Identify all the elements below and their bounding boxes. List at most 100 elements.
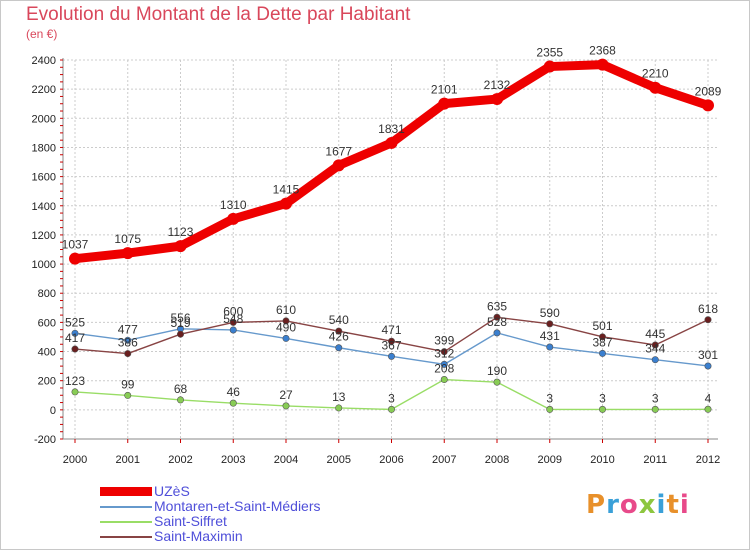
data-label: 1075 — [114, 232, 141, 246]
legend-label-uzes: UZèS — [154, 483, 190, 499]
data-point — [229, 326, 237, 334]
data-label: 2368 — [589, 44, 616, 58]
data-point — [704, 362, 712, 370]
y-tick-label: 400 — [38, 347, 56, 359]
y-tick-label: 1800 — [32, 142, 56, 154]
data-point — [282, 402, 290, 410]
data-label: 445 — [645, 327, 665, 341]
x-tick-label: 2008 — [485, 454, 509, 466]
legend-label-saint-maximin: Saint-Maximin — [154, 528, 243, 544]
legend-swatch-saint-siffret — [100, 520, 152, 523]
data-point — [282, 317, 290, 325]
y-tick-label: 800 — [38, 288, 56, 300]
y-tick-label: 2000 — [32, 113, 56, 125]
data-label: 490 — [276, 320, 296, 334]
y-tick-label: 200 — [38, 376, 56, 388]
data-point — [227, 212, 240, 225]
data-point — [177, 330, 185, 338]
x-tick-label: 2002 — [168, 454, 192, 466]
data-label: 528 — [487, 315, 507, 329]
data-point — [387, 352, 395, 360]
series-3 — [71, 313, 712, 358]
data-label: 123 — [65, 374, 85, 388]
data-label: 1677 — [325, 144, 352, 158]
data-label: 367 — [381, 338, 401, 352]
data-labels: 1037 1075 1123 1310 1415 1677 1831 2101 2132 2355… — [62, 44, 722, 406]
data-point — [387, 405, 395, 413]
data-point — [124, 336, 132, 344]
y-tick-label: 600 — [38, 317, 56, 329]
legend-item-uzes: UZèS — [100, 484, 321, 499]
data-label: 208 — [434, 362, 454, 376]
data-label: 610 — [276, 303, 296, 317]
data-label: 2089 — [695, 84, 722, 98]
data-label: 312 — [434, 346, 454, 360]
data-label: 600 — [223, 304, 243, 318]
data-label: 344 — [645, 342, 665, 356]
data-point — [280, 197, 292, 210]
data-label: 68 — [174, 382, 188, 396]
legend-label-saint-siffret: Saint-Siffret — [154, 513, 227, 529]
data-point — [335, 404, 343, 412]
data-point — [177, 396, 185, 404]
data-label: 2132 — [484, 78, 511, 92]
data-point — [124, 391, 132, 399]
data-label: 501 — [592, 319, 612, 333]
data-label: 477 — [118, 322, 138, 336]
data-point — [598, 405, 606, 413]
data-label: 1831 — [378, 122, 405, 136]
data-label: 1415 — [273, 183, 300, 197]
data-label: 2355 — [536, 46, 563, 60]
data-label: 4 — [705, 391, 712, 405]
series-2 — [71, 376, 712, 413]
x-tick-label: 2010 — [590, 454, 614, 466]
data-point — [438, 97, 451, 110]
y-tick-label: 2200 — [32, 84, 56, 96]
data-point — [71, 345, 79, 353]
data-label: 2210 — [642, 67, 669, 81]
data-point — [546, 343, 554, 351]
proxiti-logo: Proxiti — [586, 490, 690, 520]
chart-subtitle: (en €) — [26, 27, 58, 41]
data-point — [651, 341, 659, 349]
data-point — [229, 399, 237, 407]
data-label: 635 — [487, 299, 507, 313]
x-tick-label: 2011 — [643, 454, 667, 466]
data-label: 399 — [434, 334, 454, 348]
data-point — [493, 329, 501, 337]
data-point — [332, 159, 345, 172]
chart-title: Evolution du Montant de la Dette par Hab… — [26, 4, 411, 25]
data-label: 386 — [118, 336, 138, 350]
x-tick-label: 2009 — [538, 454, 562, 466]
data-label: 3 — [388, 391, 395, 405]
data-label: 548 — [223, 312, 243, 326]
data-point — [121, 247, 134, 260]
data-label: 2101 — [431, 83, 458, 97]
data-point — [651, 356, 659, 364]
y-tick-label: 1400 — [32, 201, 56, 213]
data-label: 525 — [65, 315, 85, 329]
x-tick-label: 2004 — [274, 454, 298, 466]
data-label: 471 — [381, 323, 401, 337]
x-tick-label: 2001 — [116, 454, 140, 466]
data-label: 46 — [227, 385, 241, 399]
data-label: 590 — [540, 306, 560, 320]
axes: -200 0 200 400 600 800 1000 1200 1400 1600 1800 200… — [32, 55, 721, 466]
data-label: 417 — [65, 331, 85, 345]
data-label: 556 — [170, 311, 190, 325]
y-tick-label: 0 — [50, 405, 56, 417]
data-label: 3 — [546, 391, 553, 405]
data-label: 1037 — [62, 238, 89, 252]
data-label: 426 — [329, 330, 349, 344]
data-label: 540 — [329, 313, 349, 327]
data-point — [546, 320, 554, 328]
data-point — [493, 378, 501, 386]
x-tick-label: 2000 — [63, 454, 87, 466]
x-tick-label: 2005 — [327, 454, 351, 466]
data-point — [491, 93, 503, 106]
data-point — [387, 337, 395, 345]
legend-label-montaren: Montaren-et-Saint-Médiers — [154, 498, 321, 514]
data-point — [440, 348, 448, 356]
x-tick-label: 2007 — [432, 454, 456, 466]
